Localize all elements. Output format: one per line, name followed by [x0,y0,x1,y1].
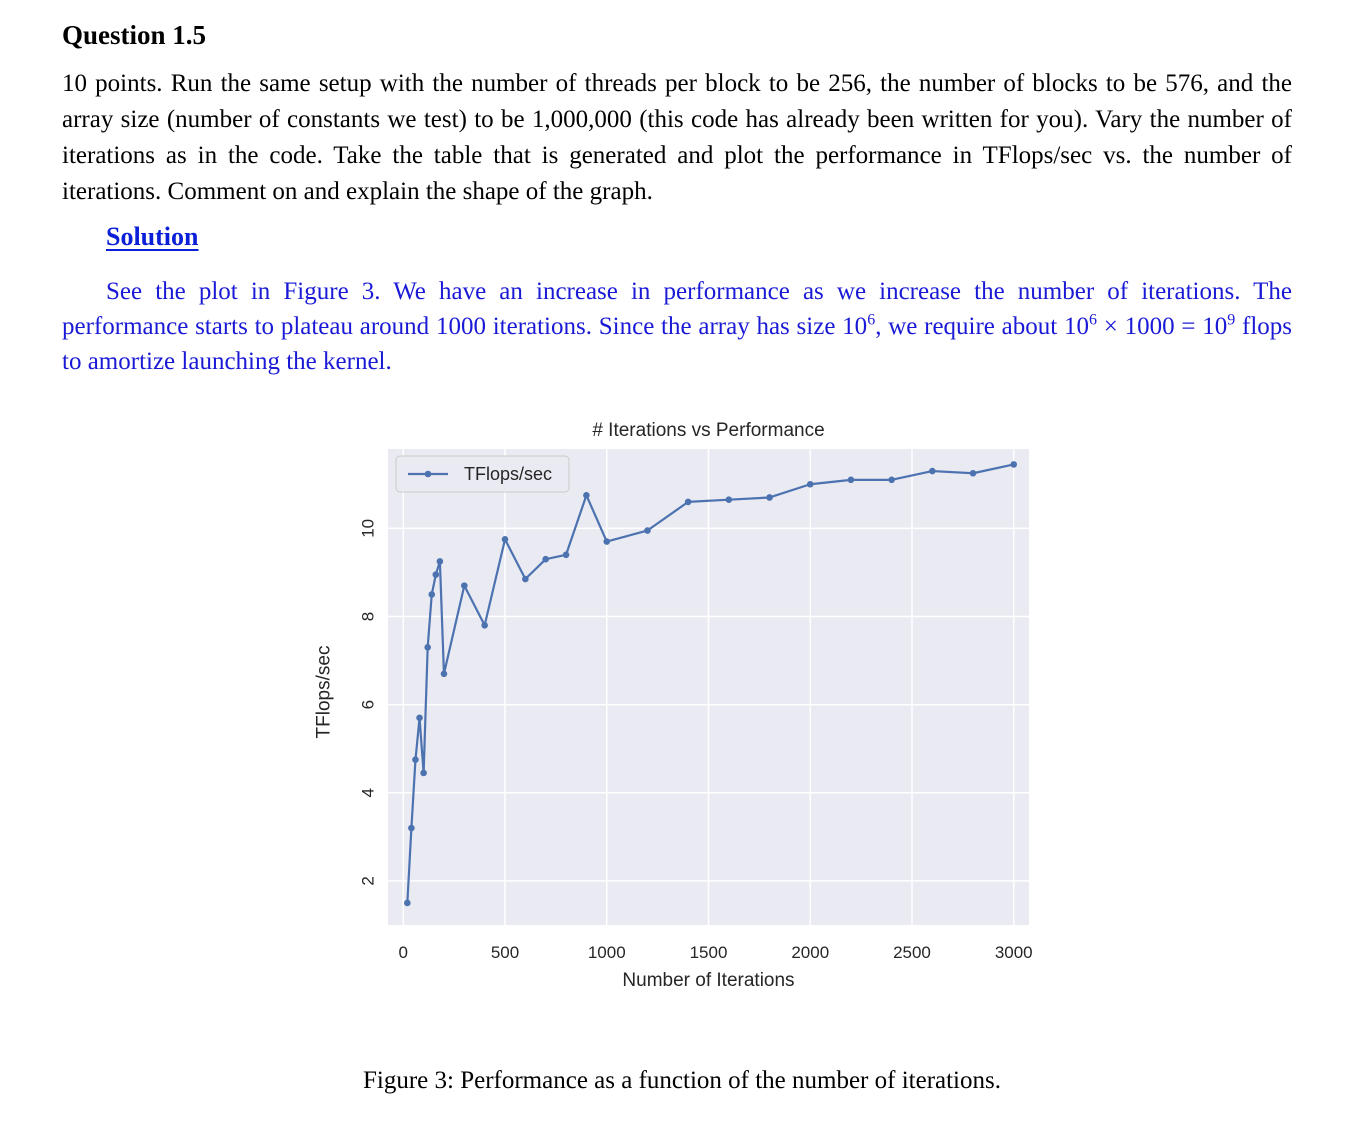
y-tick-label: 8 [359,612,378,621]
data-point [725,496,733,503]
data-point [432,571,440,578]
solution-body: See the plot in Figure 3. We have an inc… [62,274,1292,379]
question-body: 10 points. Run the same setup with the n… [62,70,1292,205]
data-point [603,538,611,545]
data-point [888,476,895,484]
data-point [562,551,570,559]
x-tick-label: 1500 [690,943,728,962]
x-tick-label: 2500 [893,943,931,962]
data-point [522,575,529,583]
x-tick-label: 2000 [791,943,829,962]
data-point [424,644,431,651]
data-point [1010,461,1018,468]
data-point [501,536,509,543]
y-tick-label: 10 [359,519,378,538]
data-point [440,670,448,678]
data-point [416,714,423,722]
series-line [406,463,1014,904]
y-tick-label: 6 [359,700,378,709]
data-point [806,480,814,488]
x-tick-label: 500 [491,943,519,962]
legend-marker [424,470,432,478]
plot-area [388,449,1029,925]
exponent: 6 [1088,311,1097,329]
solution-link[interactable]: Solution [106,222,199,251]
solution-text: See the plot in Figure 3. We have an inc… [62,278,1292,340]
data-point [542,555,550,563]
x-tick-label: 0 [399,943,408,962]
solution-text: × 1000 = 10 [1096,313,1228,340]
data-point [404,899,411,907]
data-point [583,491,590,499]
figure-caption: Figure 3: Performance as a function of t… [362,1067,1001,1094]
data-point [412,756,419,764]
data-point [684,498,692,506]
data-point [428,591,436,598]
y-tick-label: 4 [359,788,378,797]
exponent: 9 [1227,311,1236,329]
data-point [969,469,977,477]
data-point [461,582,468,589]
y-axis-label: TFlops/sec [314,646,335,739]
legend-box [395,455,570,493]
x-axis-label: Number of Iterations [622,970,794,991]
legend-label: TFlops/sec [464,464,552,484]
data-point [644,527,651,534]
y-tick-label: 2 [359,876,378,885]
x-tick-label: 3000 [995,943,1033,962]
data-point [929,467,936,475]
data-point [766,494,773,501]
data-point [847,476,855,484]
data-point [436,558,444,565]
data-point [408,824,415,832]
chart-title: # Iterations vs Performance [592,420,824,441]
exponent: 6 [867,311,876,329]
solution-text: , we require about 10 [875,313,1089,340]
solution-text: flops to amortize launching the kernel. [62,313,1293,375]
data-point [481,621,488,629]
data-point [420,769,427,777]
question-heading: Question 1.5 [62,20,207,50]
x-tick-label: 1000 [588,943,626,962]
